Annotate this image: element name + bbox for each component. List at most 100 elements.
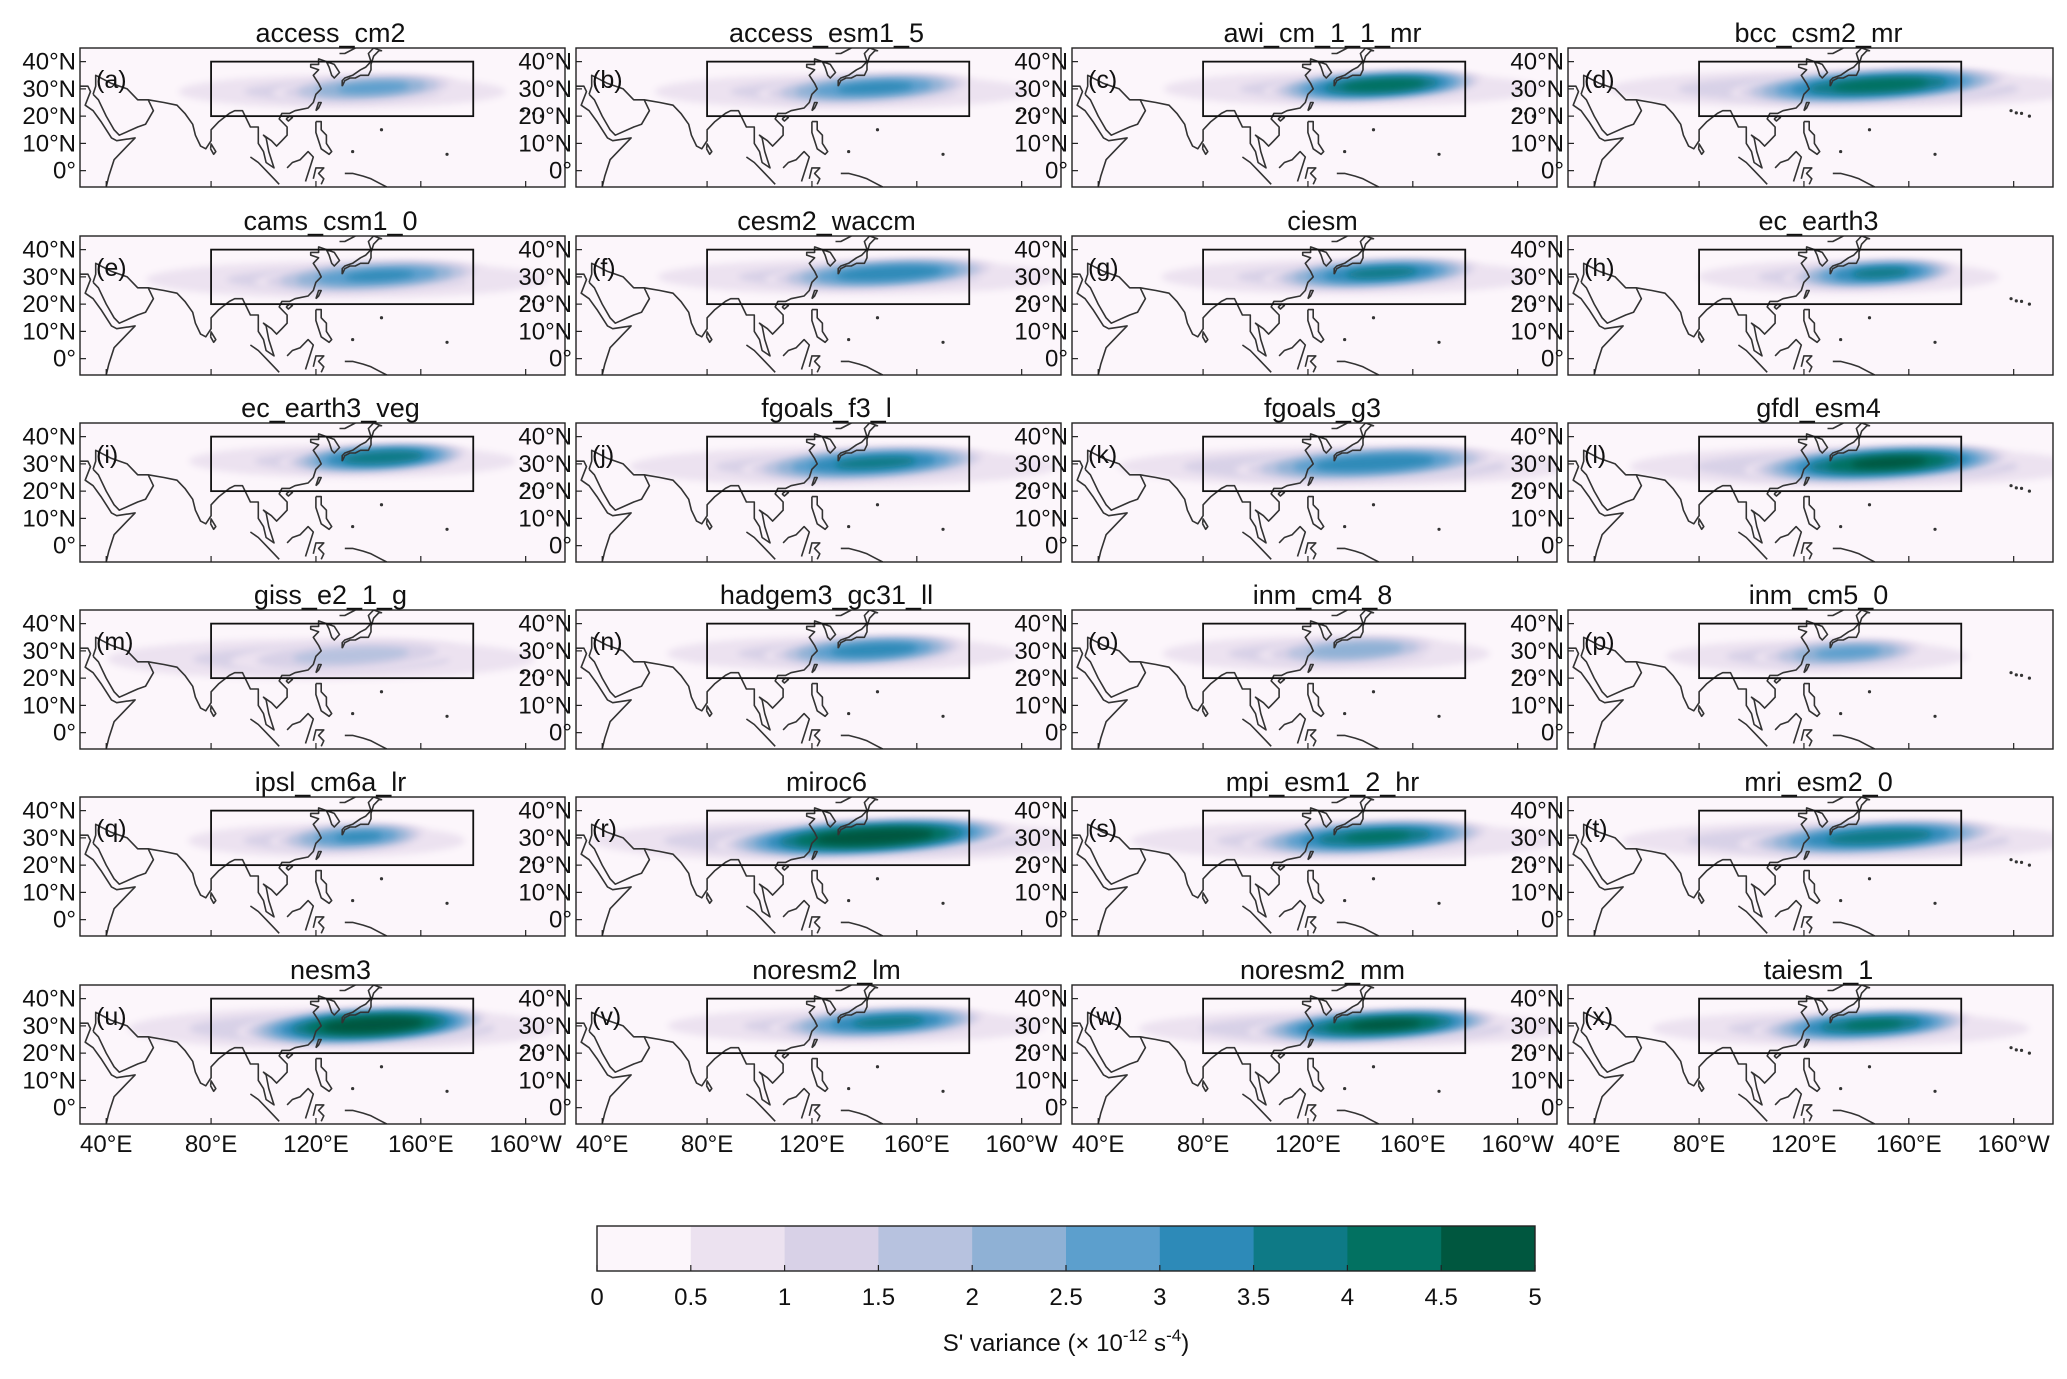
coastline (811, 850, 818, 861)
island (941, 1089, 945, 1093)
island (1343, 524, 1347, 529)
panel-frame (575, 235, 1062, 376)
island (531, 860, 536, 865)
coastline (1140, 620, 1333, 731)
island (539, 863, 544, 867)
island (1867, 690, 1872, 694)
coastline (811, 308, 829, 344)
lat-tick-label: 20°N (1014, 852, 1068, 879)
panel-letter: (o) (1088, 628, 1119, 656)
coastline (315, 682, 333, 718)
coastline (92, 1011, 155, 1073)
coastline (745, 156, 776, 185)
coastline (1140, 58, 1333, 169)
colorbar-tick-label: 4 (1341, 1284, 1354, 1311)
coastline (148, 807, 341, 918)
lon-tick-label: 160°W (1482, 1131, 1555, 1158)
coastline (840, 547, 884, 562)
lat-tick-label: 10°N (1014, 130, 1068, 157)
lat-tick-label: 20°N (1014, 291, 1068, 318)
coastline (782, 150, 811, 182)
map-panel: ec_earth3 (h) 40°N30°N20°N10°N0° (1510, 206, 2054, 376)
island (2009, 297, 2013, 301)
analysis-box (706, 622, 971, 680)
island (539, 1051, 544, 1055)
coastline (1241, 905, 1272, 934)
coastline (1307, 101, 1314, 112)
coastline (782, 712, 811, 744)
panel-letter: (a) (96, 66, 127, 94)
coastline (1827, 610, 1844, 617)
island (1027, 111, 1032, 116)
coastline (745, 1093, 776, 1122)
island (1022, 673, 1026, 677)
lat-tick-label: 30°N (1014, 638, 1068, 665)
island (1022, 111, 1026, 115)
coastline (339, 797, 356, 804)
coastline (315, 850, 322, 861)
lat-tick-label: 20°N (1510, 665, 1564, 692)
panel-letter: (v) (592, 1003, 621, 1031)
colorbar-title-part: -4 (1166, 1326, 1181, 1345)
analysis-box (1202, 248, 1467, 306)
coastline (1072, 85, 1128, 187)
panel-frame (1071, 609, 1558, 750)
lat-tick-label: 10°N (518, 692, 572, 719)
panel-letter: (s) (1088, 815, 1117, 843)
coastline (1774, 338, 1803, 370)
lat-tick-label: 20°N (1510, 103, 1564, 130)
coastline (80, 834, 136, 936)
island (1017, 671, 1021, 675)
coastline (745, 718, 776, 747)
island (1437, 901, 1441, 905)
lat-tick-label: 10°N (518, 879, 572, 906)
coastline (1568, 85, 1624, 187)
analysis-box (1698, 997, 1963, 1055)
contour-level (322, 1017, 424, 1033)
island (1867, 316, 1872, 320)
island (1513, 671, 1517, 675)
coastline (1829, 985, 1871, 1024)
coastline (209, 892, 217, 905)
map-background (80, 423, 565, 562)
island (2027, 302, 2032, 306)
lat-tick-label: 0° (1045, 533, 1068, 560)
island (531, 673, 536, 678)
map-field (1072, 423, 1557, 562)
island (1531, 302, 1536, 306)
map-field (1568, 423, 2053, 562)
colorbar-segment (1347, 1226, 1442, 1271)
coastline (1774, 712, 1803, 744)
coastline (1331, 985, 1348, 992)
island (521, 858, 525, 862)
coastline (745, 531, 776, 560)
island (2014, 673, 2018, 677)
coastline (1803, 101, 1810, 112)
panels-grid: access_cm2(a)40°N30°N20°N10°N0°access_es… (22, 18, 2054, 1158)
island (379, 690, 384, 694)
island (521, 297, 525, 301)
island (1523, 486, 1528, 491)
lat-tick-label: 0° (53, 1095, 76, 1122)
coastline (92, 636, 155, 698)
lat-tick-label: 20°N (22, 291, 76, 318)
panel-title: ipsl_cm6a_lr (255, 767, 407, 797)
analysis-box (210, 809, 475, 867)
island (379, 503, 384, 507)
map-field (1568, 610, 2032, 749)
map-field (80, 985, 557, 1124)
lat-tick-label: 10°N (22, 130, 76, 157)
lat-tick-label: 30°N (1510, 264, 1564, 291)
coastline (1737, 905, 1768, 934)
island (941, 152, 945, 156)
coastline (811, 495, 829, 531)
colorbar-tick-label: 2 (966, 1284, 979, 1311)
island (526, 860, 530, 864)
coastline (315, 308, 333, 344)
panel-title: taiesm_1 (1764, 955, 1874, 985)
coastline (339, 985, 356, 992)
map-background (80, 236, 565, 375)
contour-level (1349, 1019, 1421, 1030)
coastline (1568, 647, 1624, 749)
island (351, 149, 355, 154)
